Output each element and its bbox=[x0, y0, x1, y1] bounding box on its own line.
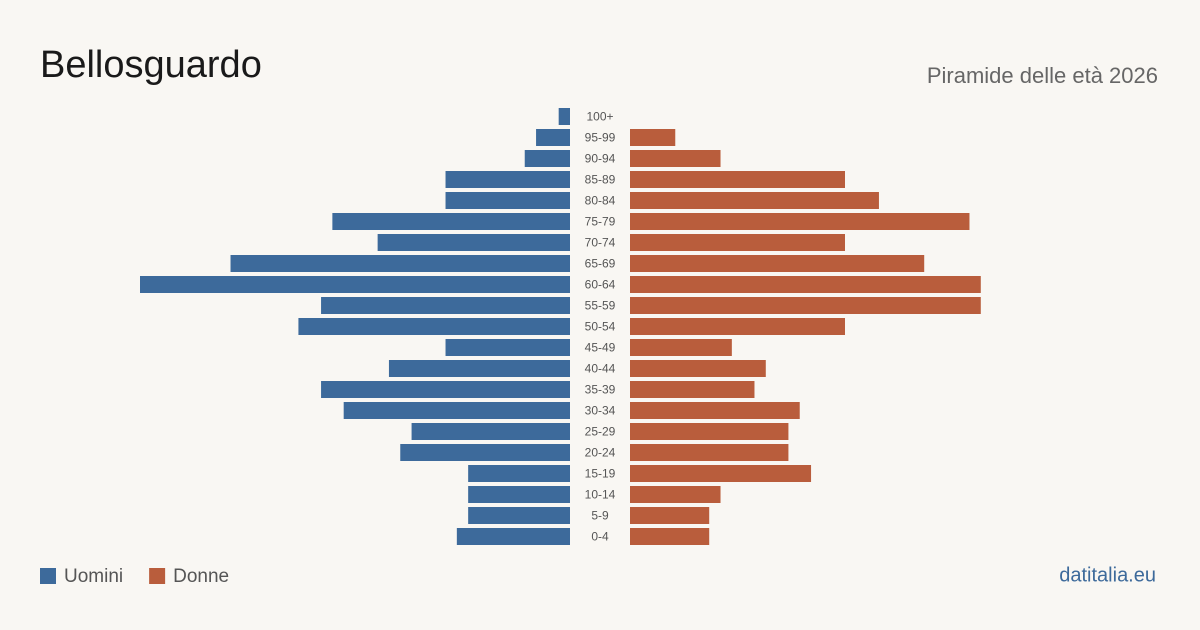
bar bbox=[321, 381, 570, 398]
age-label: 15-19 bbox=[585, 467, 616, 481]
bar bbox=[468, 465, 570, 482]
legend-label: Donne bbox=[173, 566, 229, 587]
age-label: 90-94 bbox=[585, 152, 616, 166]
bar bbox=[630, 171, 845, 188]
bar bbox=[456, 528, 570, 545]
bar bbox=[445, 171, 570, 188]
legend-swatch bbox=[40, 568, 56, 584]
bar bbox=[524, 150, 570, 167]
bar bbox=[630, 507, 710, 524]
age-label: 70-74 bbox=[585, 236, 616, 250]
bar bbox=[630, 360, 766, 377]
age-label: 30-34 bbox=[585, 404, 616, 418]
bar bbox=[332, 213, 570, 230]
bar bbox=[630, 486, 721, 503]
bar bbox=[558, 108, 570, 125]
chart-subtitle: Piramide delle età 2026 bbox=[927, 63, 1158, 88]
bar bbox=[630, 276, 981, 293]
bar bbox=[400, 444, 570, 461]
age-label: 50-54 bbox=[585, 320, 616, 334]
age-label: 100+ bbox=[586, 110, 613, 124]
age-label: 40-44 bbox=[585, 362, 616, 376]
age-label: 85-89 bbox=[585, 173, 616, 187]
age-label: 80-84 bbox=[585, 194, 616, 208]
age-label: 10-14 bbox=[585, 488, 616, 502]
legend-label: Uomini bbox=[64, 566, 123, 587]
age-label: 35-39 bbox=[585, 383, 616, 397]
age-label: 25-29 bbox=[585, 425, 616, 439]
chart-title: Bellosguardo bbox=[40, 44, 262, 86]
bar bbox=[630, 213, 970, 230]
bar bbox=[630, 465, 812, 482]
bar bbox=[630, 318, 845, 335]
bar bbox=[630, 150, 721, 167]
bar bbox=[630, 528, 710, 545]
age-label: 55-59 bbox=[585, 299, 616, 313]
bar bbox=[343, 402, 570, 419]
bar bbox=[230, 255, 571, 272]
bar bbox=[468, 507, 570, 524]
age-label: 60-64 bbox=[585, 278, 616, 292]
bar bbox=[630, 402, 800, 419]
bar bbox=[140, 276, 570, 293]
legend-swatch bbox=[149, 568, 166, 584]
bar bbox=[630, 444, 789, 461]
bar bbox=[630, 339, 732, 356]
bar bbox=[468, 486, 570, 503]
bar bbox=[630, 297, 981, 314]
bar bbox=[630, 234, 845, 251]
age-label: 20-24 bbox=[585, 446, 616, 460]
bar bbox=[630, 192, 879, 209]
bar bbox=[377, 234, 570, 251]
bar bbox=[630, 255, 925, 272]
bar bbox=[411, 423, 570, 440]
bar bbox=[630, 423, 789, 440]
bar bbox=[630, 381, 755, 398]
bar bbox=[630, 129, 676, 146]
age-label: 0-4 bbox=[591, 530, 609, 544]
age-label: 45-49 bbox=[585, 341, 616, 355]
bar bbox=[445, 339, 570, 356]
bar bbox=[321, 297, 570, 314]
source: datitalia.eu bbox=[1059, 564, 1156, 586]
age-label: 5-9 bbox=[591, 509, 609, 523]
age-label: 75-79 bbox=[585, 215, 616, 229]
bar bbox=[388, 360, 570, 377]
age-label: 65-69 bbox=[585, 257, 616, 271]
bar bbox=[536, 129, 570, 146]
bar bbox=[298, 318, 570, 335]
age-label: 95-99 bbox=[585, 131, 616, 145]
bar bbox=[445, 192, 570, 209]
